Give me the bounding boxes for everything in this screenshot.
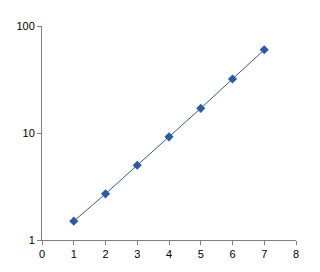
svg-text:5: 5 bbox=[198, 248, 204, 260]
svg-text:1: 1 bbox=[29, 234, 35, 246]
svg-text:0: 0 bbox=[39, 248, 45, 260]
svg-text:4: 4 bbox=[166, 248, 172, 260]
svg-text:6: 6 bbox=[229, 248, 235, 260]
svg-text:8: 8 bbox=[293, 248, 299, 260]
svg-text:100: 100 bbox=[16, 20, 34, 32]
svg-text:3: 3 bbox=[134, 248, 140, 260]
svg-text:2: 2 bbox=[102, 248, 108, 260]
svg-text:10: 10 bbox=[23, 127, 35, 139]
svg-text:1: 1 bbox=[71, 248, 77, 260]
svg-text:7: 7 bbox=[261, 248, 267, 260]
